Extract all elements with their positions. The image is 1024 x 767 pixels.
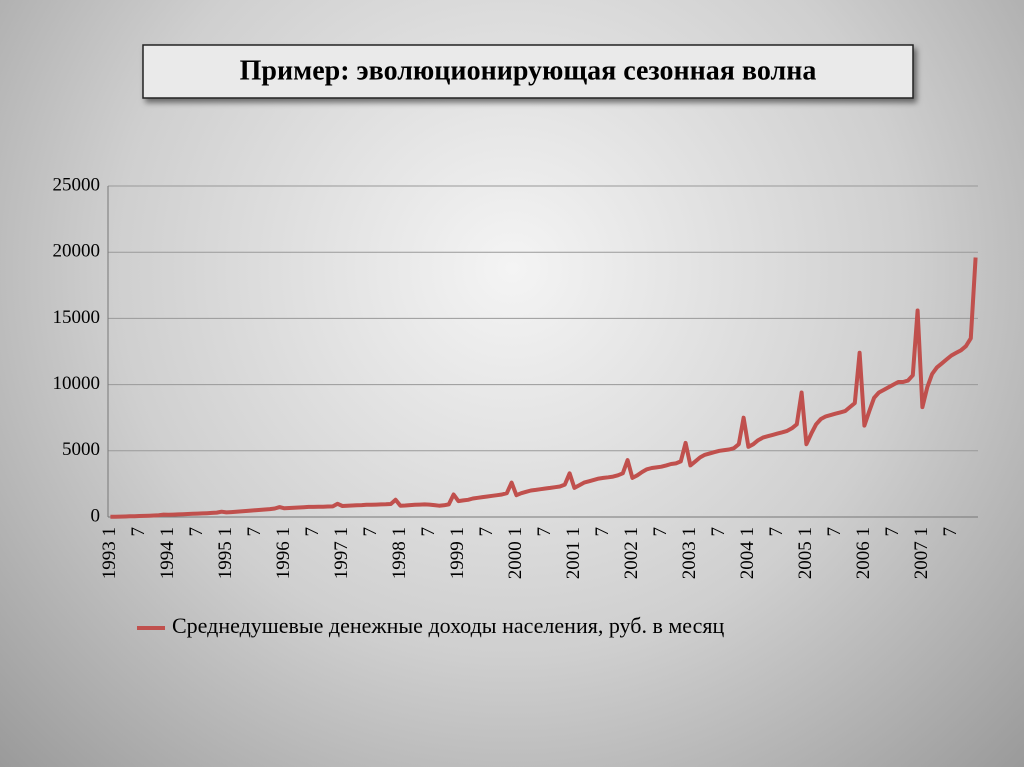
x-tick-label: 2006 1 — [853, 527, 874, 579]
x-tick-label: 1995 1 — [215, 527, 236, 579]
x-tick-label: 7 — [824, 527, 845, 537]
y-tick-label: 5000 — [62, 439, 100, 460]
x-tick-label: 1999 1 — [447, 527, 468, 579]
x-tick-label: 7 — [940, 527, 961, 537]
data-line — [110, 257, 978, 519]
x-tick-label: 2002 1 — [621, 527, 642, 579]
x-tick-label: 2005 1 — [795, 527, 816, 579]
x-tick-label: 2001 1 — [563, 527, 584, 579]
title-box — [142, 44, 914, 99]
x-tick-label: 7 — [244, 527, 265, 537]
y-tick-label: 25000 — [53, 174, 101, 195]
x-tick-label: 7 — [882, 527, 903, 537]
y-tick-label: 10000 — [53, 373, 101, 394]
x-tick-label: 2000 1 — [505, 527, 526, 579]
x-tick-label: 7 — [592, 527, 613, 537]
x-tick-label: 7 — [534, 527, 555, 537]
x-tick-label: 1994 1 — [157, 527, 178, 579]
x-tick-label: 1993 1 — [99, 527, 120, 579]
y-tick-label: 0 — [91, 505, 101, 526]
x-tick-label: 7 — [766, 527, 787, 537]
x-tick-label: 7 — [708, 527, 729, 537]
chart-title: Пример: эволюционирующая сезонная волна — [240, 55, 817, 86]
x-tick-label: 7 — [418, 527, 439, 537]
legend-label: Среднедушевые денежные доходы населения,… — [172, 613, 724, 638]
x-tick-label: 7 — [186, 527, 207, 537]
y-tick-label: 15000 — [53, 307, 101, 328]
x-tick-label: 1998 1 — [389, 527, 410, 579]
y-tick-label: 20000 — [53, 241, 101, 262]
x-tick-label: 7 — [360, 527, 381, 537]
x-tick-label: 2007 1 — [911, 527, 932, 579]
x-tick-label: 7 — [650, 527, 671, 537]
x-tick-label: 1997 1 — [331, 527, 352, 579]
x-tick-label: 2003 1 — [679, 527, 700, 579]
x-tick-label: 7 — [128, 527, 149, 537]
x-tick-label: 2004 1 — [737, 527, 758, 579]
x-tick-label: 7 — [476, 527, 497, 537]
x-tick-label: 1996 1 — [273, 527, 294, 579]
x-tick-label: 7 — [302, 527, 323, 537]
